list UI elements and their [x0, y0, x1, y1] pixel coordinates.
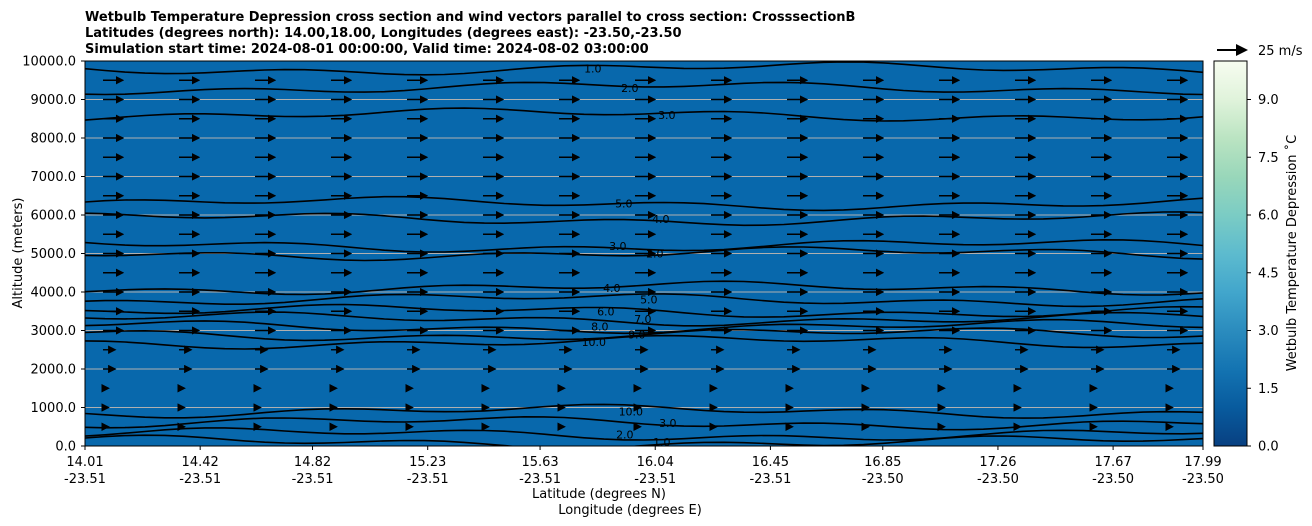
y-tick-label: 3000.0 [31, 324, 77, 339]
x-tick-longitude: -23.50 [1092, 472, 1134, 487]
x-tick-latitude: 17.67 [1095, 455, 1132, 470]
y-tick-label: 9000.0 [31, 93, 77, 108]
x-tick-latitude: 16.04 [637, 455, 674, 470]
contour-line [85, 238, 1203, 253]
colorbar-tick-label: 3.0 [1258, 324, 1279, 339]
x-tick-longitude: -23.51 [749, 472, 791, 487]
colorbar-tick-label: 6.0 [1258, 209, 1279, 224]
x-tick-longitude: -23.51 [519, 472, 561, 487]
y-tick-label: 5000.0 [31, 247, 77, 262]
contour-line [85, 334, 1203, 350]
y-tick-label: 4000.0 [31, 286, 77, 301]
y-tick-label: 10000.0 [22, 55, 76, 70]
y-tick-label: 2000.0 [31, 363, 77, 378]
y-axis-label: Altitude (meters) [11, 198, 26, 309]
colorbar-tick-label: 1.5 [1258, 382, 1279, 397]
contour-label: 3.0 [658, 109, 676, 122]
x-tick-latitude: 14.42 [182, 455, 219, 470]
contour-label: 3.0 [609, 240, 627, 253]
contour-line [85, 327, 1203, 342]
x-tick-latitude: 14.82 [294, 455, 331, 470]
x-tick-latitude: 15.23 [409, 455, 446, 470]
colorbar-ticks: 0.0 1.5 3.0 4.5 6.0 7.5 9.0 [1247, 93, 1279, 455]
contour-line [85, 81, 1203, 96]
title-line-1: Wetbulb Temperature Depression cross sec… [85, 10, 855, 25]
contour-line [85, 293, 1203, 308]
contour-line [85, 61, 1203, 76]
x-tick-latitude: 17.99 [1184, 455, 1221, 470]
x-tick-longitude: -23.50 [1182, 472, 1224, 487]
x-axis-label-longitude: Longitude (degrees E) [558, 503, 702, 518]
quiver-key: 25 m/s [1217, 44, 1303, 59]
y-tick-label: 6000.0 [31, 209, 77, 224]
x-tick-latitude: 16.45 [752, 455, 789, 470]
wind-vectors [101, 76, 1189, 431]
x-tick-longitude: -23.51 [292, 472, 334, 487]
contour-label: 7.0 [634, 313, 652, 326]
y-tick-label: 7000.0 [31, 170, 77, 185]
contour-line [85, 427, 1203, 441]
colorbar-tick-label: 7.5 [1258, 151, 1279, 166]
quiver-key-label: 25 m/s [1258, 44, 1303, 59]
contour-line [85, 318, 1203, 335]
x-tick-latitude: 15.63 [521, 455, 558, 470]
contour-label: 1.0 [584, 63, 602, 76]
contour-label: 5.0 [615, 197, 633, 210]
y-tick-label: 8000.0 [31, 132, 77, 147]
contour-label: 2.0 [616, 428, 634, 441]
contour-label: 4.0 [652, 213, 670, 226]
x-tick-longitude: -23.50 [862, 472, 904, 487]
title-line-2: Latitudes (degrees north): 14.00,18.00, … [85, 26, 682, 41]
colorbar-tick-label: 4.5 [1258, 266, 1279, 281]
contour-label: 4.0 [603, 282, 621, 295]
x-axis: 14.01 -23.51 14.42 -23.51 14.82 -23.51 15.23 -2… [64, 446, 1224, 487]
y-axis: 0.0 1000.0 2000.0 3000.0 4000.0 5000.0 6000.0 7… [22, 55, 85, 455]
colorbar: 0.0 1.5 3.0 4.5 6.0 7.5 9.0 Wetbulb Temperatur… [1213, 60, 1300, 455]
contour-label: 6.0 [597, 305, 615, 318]
contour-label: 8.0 [591, 321, 609, 334]
x-tick-latitude: 16.85 [864, 455, 901, 470]
x-tick-longitude: -23.51 [634, 472, 676, 487]
x-tick-latitude: 17.26 [979, 455, 1016, 470]
x-axis-label-latitude: Latitude (degrees N) [532, 487, 666, 502]
y-tick-label: 1000.0 [31, 401, 77, 416]
title-line-3: Simulation start time: 2024-08-01 00:00:… [85, 42, 649, 57]
plot-area: 1.0 2.0 3.0 5.0 4.0 3.0 2.0 4.0 5.0 6.0 7.0 8.0 9.0 1… [85, 61, 1203, 449]
colorbar-scale [1213, 60, 1248, 447]
contour-line [85, 403, 1203, 419]
contour-label: 9.0 [628, 328, 646, 341]
contour-label: 2.0 [621, 82, 639, 95]
contour-label: 5.0 [640, 294, 658, 307]
contour-label: 3.0 [659, 417, 677, 430]
contour-line [85, 195, 1203, 212]
contour-label: 10.0 [582, 336, 607, 349]
x-tick-longitude: -23.50 [977, 472, 1019, 487]
chart-title: Wetbulb Temperature Depression cross sec… [85, 10, 855, 57]
colorbar-label: Wetbulb Temperature Depression ˚C [1284, 135, 1300, 372]
colorbar-tick-label: 0.0 [1258, 440, 1279, 455]
x-tick-longitude: -23.51 [64, 472, 106, 487]
contour-label: 1.0 [653, 436, 671, 449]
colorbar-tick-label: 9.0 [1258, 93, 1279, 108]
y-tick-label: 0.0 [55, 440, 76, 455]
x-tick-latitude: 14.01 [66, 455, 103, 470]
x-tick-longitude: -23.51 [407, 472, 449, 487]
x-tick-longitude: -23.51 [179, 472, 221, 487]
